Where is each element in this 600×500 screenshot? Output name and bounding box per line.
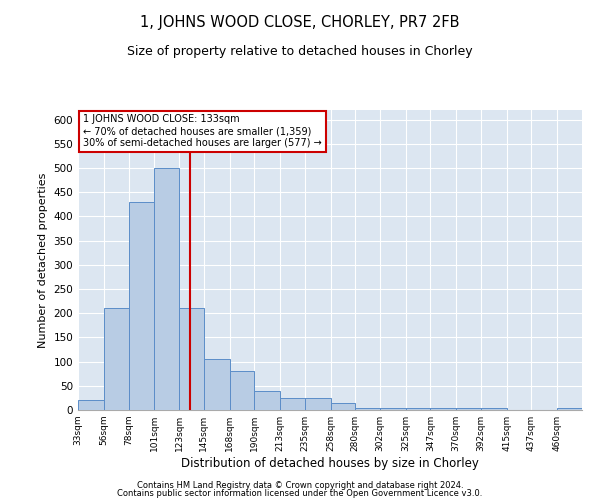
- Bar: [456, 408, 481, 410]
- Text: 1, JOHNS WOOD CLOSE, CHORLEY, PR7 2FB: 1, JOHNS WOOD CLOSE, CHORLEY, PR7 2FB: [140, 15, 460, 30]
- Bar: [230, 372, 254, 410]
- Text: Contains HM Land Registry data © Crown copyright and database right 2024.: Contains HM Land Registry data © Crown c…: [137, 480, 463, 490]
- Text: Size of property relative to detached houses in Chorley: Size of property relative to detached ho…: [127, 45, 473, 58]
- Bar: [380, 408, 406, 410]
- Bar: [331, 402, 355, 410]
- Bar: [406, 408, 430, 410]
- Bar: [305, 398, 331, 410]
- Bar: [204, 359, 230, 410]
- Bar: [557, 408, 582, 410]
- Bar: [154, 168, 179, 410]
- Bar: [280, 398, 305, 410]
- Bar: [179, 308, 204, 410]
- Bar: [430, 408, 456, 410]
- Bar: [128, 202, 154, 410]
- Text: Contains public sector information licensed under the Open Government Licence v3: Contains public sector information licen…: [118, 489, 482, 498]
- Text: 1 JOHNS WOOD CLOSE: 133sqm
← 70% of detached houses are smaller (1,359)
30% of s: 1 JOHNS WOOD CLOSE: 133sqm ← 70% of deta…: [83, 114, 322, 148]
- Bar: [104, 308, 128, 410]
- Bar: [78, 400, 104, 410]
- Bar: [254, 390, 280, 410]
- Y-axis label: Number of detached properties: Number of detached properties: [38, 172, 48, 348]
- Bar: [355, 408, 380, 410]
- Bar: [481, 408, 507, 410]
- X-axis label: Distribution of detached houses by size in Chorley: Distribution of detached houses by size …: [181, 457, 479, 470]
